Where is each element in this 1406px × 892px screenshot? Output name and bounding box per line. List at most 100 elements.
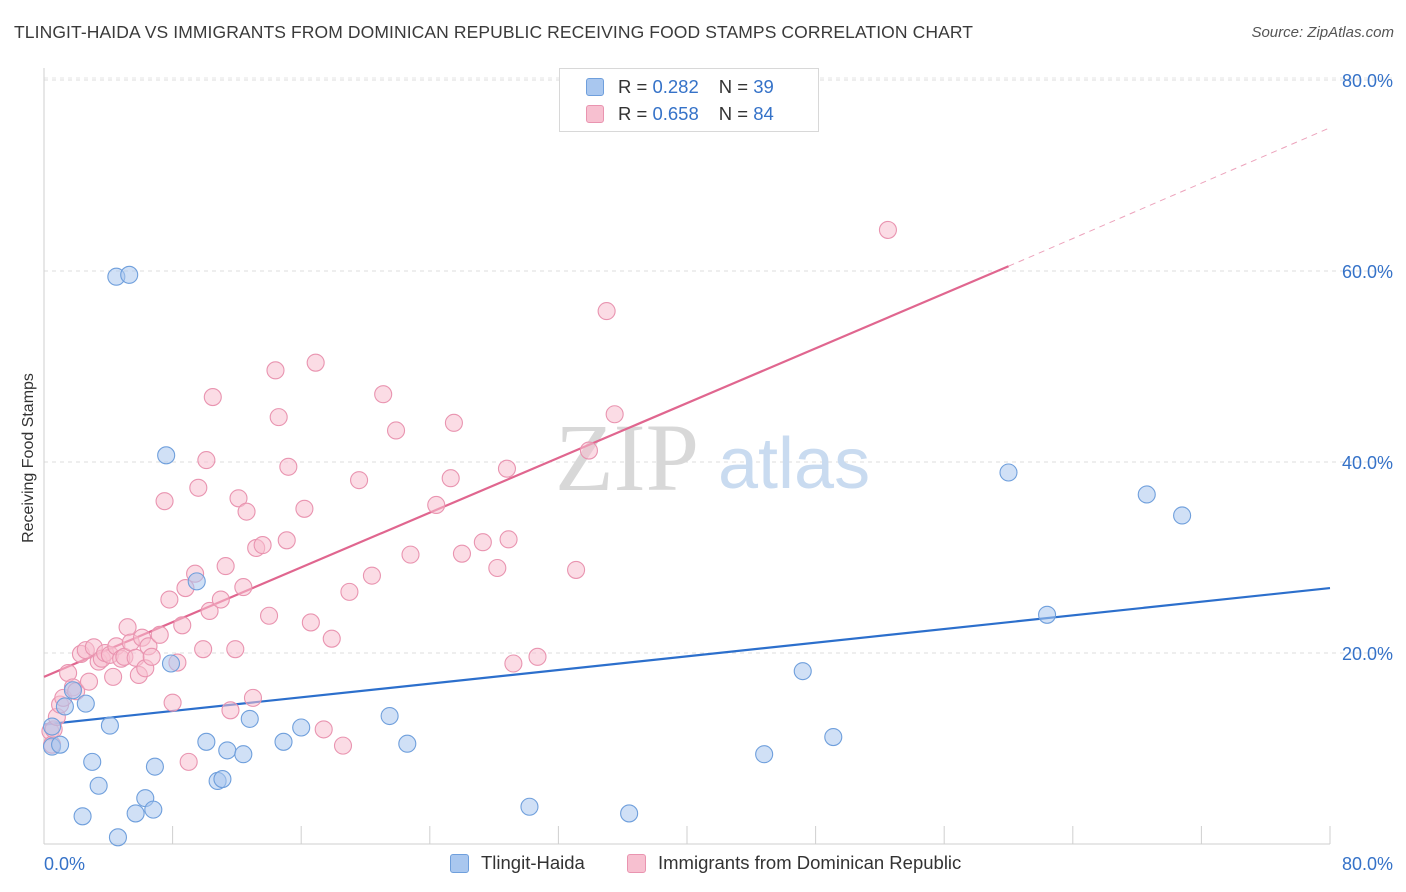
y-tick-label: 40.0% bbox=[1342, 453, 1393, 473]
series-legend: Tlingit-Haida Immigrants from Dominican … bbox=[0, 852, 1406, 878]
point-dominican bbox=[243, 688, 263, 707]
point-dominican bbox=[200, 601, 219, 621]
point-dominican bbox=[499, 530, 518, 549]
point-tlingit bbox=[218, 741, 237, 760]
point-tlingit bbox=[520, 797, 539, 816]
point-tlingit bbox=[793, 662, 812, 681]
legend-swatch bbox=[450, 853, 469, 873]
point-dominican bbox=[301, 613, 320, 632]
x-tick-label: 80.0% bbox=[1342, 854, 1393, 874]
watermark: ZIP atlas bbox=[555, 404, 870, 511]
point-tlingit bbox=[620, 804, 639, 823]
point-dominican bbox=[314, 720, 333, 739]
point-dominican bbox=[497, 459, 517, 478]
point-dominican bbox=[237, 502, 256, 521]
point-dominican bbox=[221, 701, 240, 720]
point-dominican bbox=[203, 388, 222, 407]
point-tlingit bbox=[824, 727, 843, 747]
chart-title: TLINGIT-HAIDA VS IMMIGRANTS FROM DOMINIC… bbox=[14, 22, 974, 42]
point-tlingit bbox=[89, 776, 108, 795]
point-dominican bbox=[567, 560, 586, 579]
point-tlingit bbox=[1173, 506, 1192, 525]
point-dominican bbox=[427, 495, 446, 515]
point-dominican bbox=[118, 618, 137, 637]
watermark-atlas: atlas bbox=[718, 424, 870, 504]
point-dominican bbox=[488, 558, 507, 578]
point-dominican bbox=[173, 616, 192, 635]
point-dominican bbox=[142, 647, 161, 666]
point-dominican bbox=[340, 582, 359, 601]
point-tlingit bbox=[213, 770, 232, 789]
point-tlingit bbox=[42, 717, 62, 736]
point-dominican bbox=[155, 492, 174, 511]
legend-swatch-tlingit bbox=[586, 78, 604, 96]
tick-labels: 20.0% 40.0% 60.0% 80.0% 0.0% 80.0% bbox=[44, 71, 1393, 874]
stats-legend: R = 0.282 N = 39 R = 0.658 N = 84 bbox=[559, 68, 819, 132]
point-tlingit bbox=[999, 463, 1018, 482]
axes bbox=[43, 68, 1331, 845]
point-dominican bbox=[401, 545, 420, 564]
point-tlingit bbox=[234, 745, 253, 764]
point-dominican bbox=[374, 385, 393, 404]
point-tlingit bbox=[83, 752, 102, 771]
point-tlingit bbox=[1137, 485, 1156, 504]
point-dominican bbox=[79, 672, 99, 691]
grid-lines bbox=[44, 77, 1394, 654]
point-dominican bbox=[179, 752, 198, 771]
trend-line-dominican-extension bbox=[1008, 127, 1331, 267]
point-dominican bbox=[350, 471, 369, 490]
y-axis-label: Receiving Food Stamps bbox=[20, 373, 37, 543]
point-dominican bbox=[189, 478, 208, 497]
legend-label: Immigrants from Dominican Republic bbox=[658, 852, 962, 873]
point-tlingit bbox=[292, 718, 311, 737]
point-dominican bbox=[597, 302, 616, 321]
n-label: N = bbox=[718, 76, 749, 97]
point-dominican bbox=[878, 220, 897, 239]
point-tlingit bbox=[398, 734, 417, 753]
point-dominican bbox=[504, 654, 523, 673]
point-tlingit bbox=[76, 694, 95, 713]
point-dominican bbox=[295, 499, 314, 518]
point-dominican bbox=[229, 489, 248, 508]
point-dominican bbox=[163, 693, 182, 712]
point-tlingit bbox=[274, 732, 293, 751]
point-dominican bbox=[150, 625, 169, 644]
x-tick-label: 0.0% bbox=[44, 854, 85, 874]
y-tick-label: 60.0% bbox=[1342, 262, 1393, 282]
r-label: R = bbox=[618, 103, 648, 124]
y-tick-label: 80.0% bbox=[1342, 71, 1393, 91]
point-dominican bbox=[444, 413, 463, 432]
point-dominican bbox=[473, 533, 492, 552]
point-dominican bbox=[259, 606, 279, 625]
r-value: 0.658 bbox=[652, 103, 699, 124]
point-tlingit bbox=[380, 706, 399, 726]
point-dominican bbox=[226, 640, 245, 659]
point-tlingit bbox=[51, 735, 70, 754]
point-dominican bbox=[160, 590, 179, 609]
point-dominican bbox=[104, 667, 123, 686]
y-tick-label: 20.0% bbox=[1342, 644, 1393, 664]
point-dominican bbox=[277, 531, 296, 550]
point-dominican bbox=[605, 405, 624, 424]
point-tlingit bbox=[161, 654, 181, 673]
point-tlingit bbox=[126, 804, 145, 823]
point-tlingit bbox=[55, 697, 74, 716]
point-tlingit bbox=[197, 732, 216, 751]
point-tlingit bbox=[157, 446, 176, 465]
point-tlingit bbox=[73, 807, 92, 826]
legend-item-dominican[interactable]: Immigrants from Dominican Republic bbox=[627, 852, 961, 874]
point-dominican bbox=[211, 590, 230, 609]
point-tlingit bbox=[120, 265, 139, 284]
r-value: 0.282 bbox=[652, 76, 699, 97]
r-label: R = bbox=[618, 76, 648, 97]
point-tlingit bbox=[100, 716, 119, 735]
legend-row-dominican: R = 0.658 N = 84 bbox=[586, 101, 774, 127]
legend-item-tlingit[interactable]: Tlingit-Haida bbox=[450, 852, 585, 874]
point-dominican bbox=[253, 536, 272, 555]
point-dominican bbox=[306, 353, 325, 372]
point-tlingit bbox=[240, 709, 259, 728]
point-tlingit bbox=[144, 800, 163, 819]
point-tlingit bbox=[187, 572, 206, 591]
point-dominican bbox=[452, 544, 472, 563]
